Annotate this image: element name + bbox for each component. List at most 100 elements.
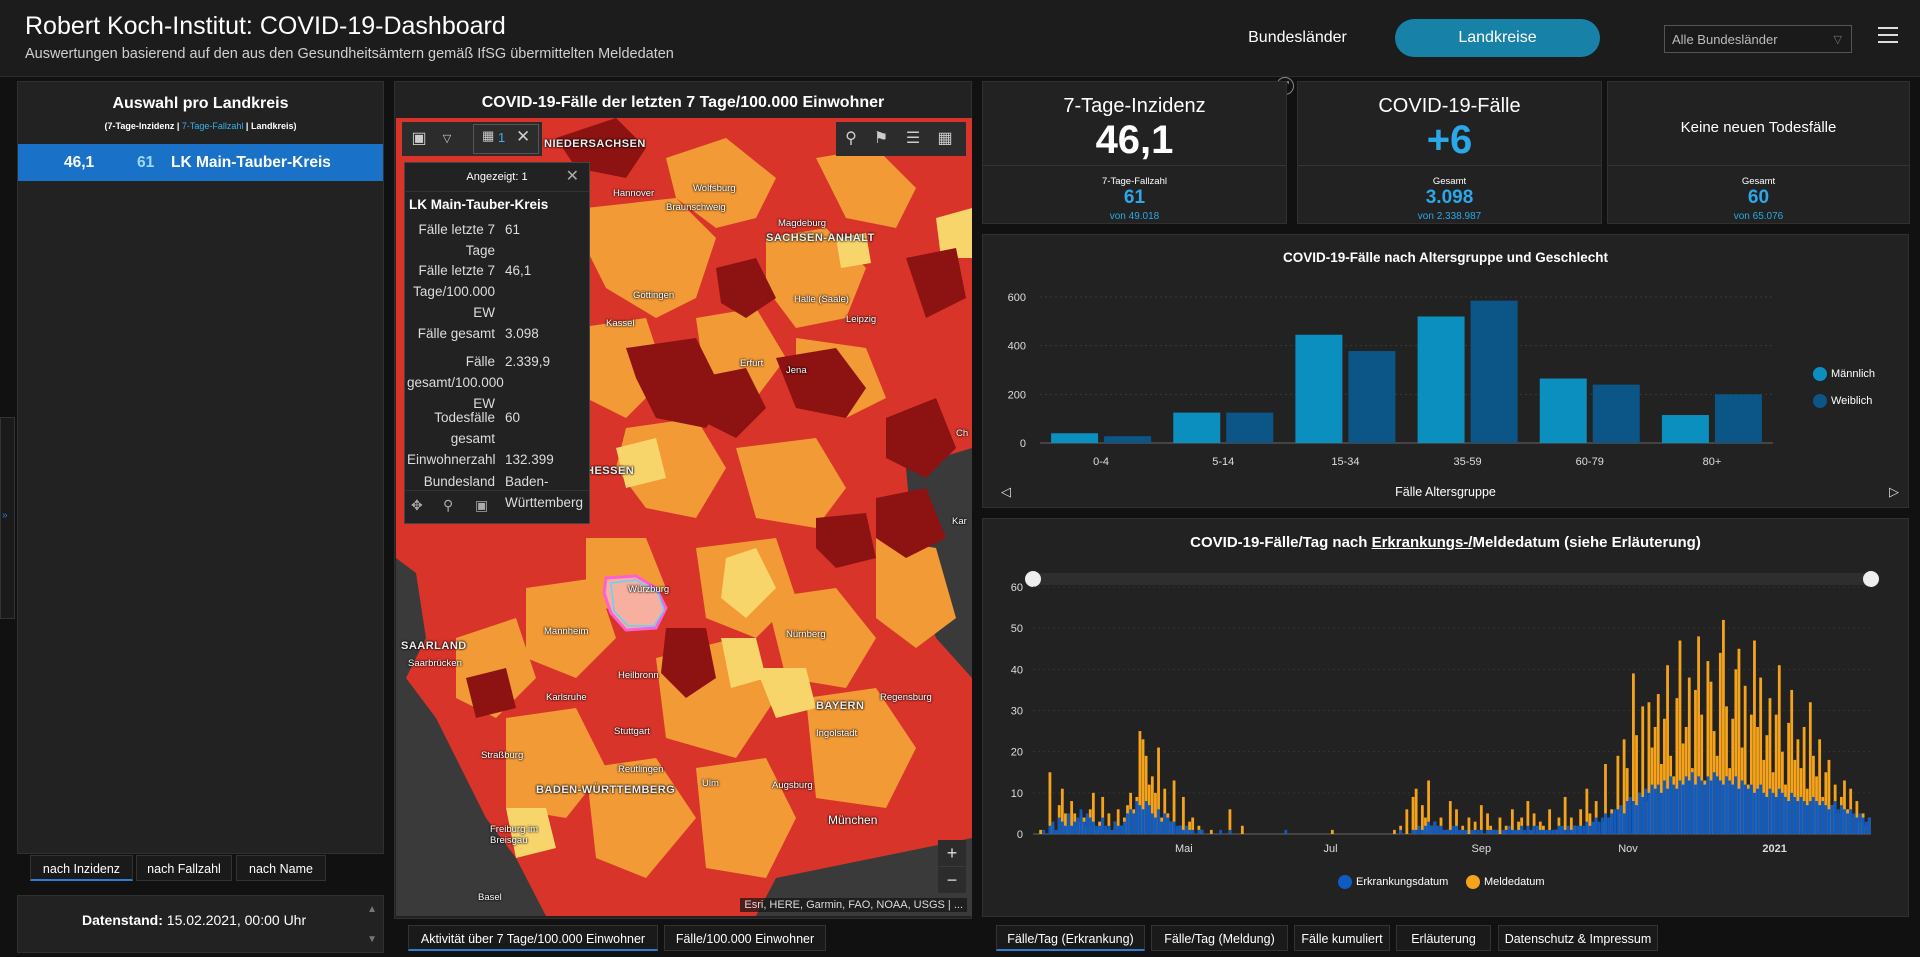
legend-swatch-erkrankung <box>1338 875 1352 889</box>
map-region <box>661 628 716 698</box>
chevron-right-icon[interactable]: ▷ <box>1889 484 1899 499</box>
tab-sort-incidence[interactable]: nach Inzidenz <box>30 855 133 881</box>
feature-popup: Angezeigt: 1 ✕ LK Main-Tauber-Kreis Fäll… <box>404 162 590 524</box>
bar-erkrankungsdatum <box>1501 829 1505 834</box>
bar-erkrankungsdatum <box>1476 829 1480 834</box>
stat-deaths-subof: von 65.076 <box>1733 211 1784 222</box>
stat-deaths-sublabel: Gesamt <box>1741 176 1776 187</box>
bar-meldedatum <box>1579 809 1583 834</box>
bar-erkrankungsdatum <box>1666 788 1669 834</box>
bar-erkrankungsdatum <box>1495 829 1499 834</box>
bar-erkrankungsdatum <box>1663 780 1666 834</box>
bar-meldedatum <box>1647 702 1651 834</box>
timeline-title-link[interactable]: Erkrankungs-/ <box>1371 534 1473 551</box>
bar-meldedatum <box>1796 739 1800 834</box>
bar-meldedatum <box>1725 706 1728 834</box>
bar-erkrankungsdatum <box>1625 801 1629 834</box>
chevron-left-icon[interactable]: ◁ <box>1001 484 1011 499</box>
map-neighbor-country <box>756 838 972 916</box>
scroll-down-icon[interactable]: ▼ <box>367 934 377 945</box>
popup-row-key: Bundesland <box>423 474 495 489</box>
bar-female <box>1348 351 1396 443</box>
bar-male <box>1661 415 1709 443</box>
divider <box>983 165 1286 166</box>
bar-erkrankungsdatum <box>1644 788 1648 834</box>
timeline-chart-panel: COVID-19-Fälle/Tag nach Erkrankungs-/Mel… <box>982 518 1909 917</box>
stat-incidence-subof: von 49.018 <box>1109 211 1160 222</box>
map-region <box>776 348 866 418</box>
y-tick-label: 200 <box>1008 389 1026 401</box>
bar-erkrankungsdatum <box>1473 829 1477 834</box>
nav-landkreise-button[interactable]: Landkreise <box>1395 19 1600 57</box>
tab-explanation[interactable]: Erläuterung <box>1396 925 1491 951</box>
choropleth-map[interactable]: NIEDERSACHSEN Hannover Wolfsburg Braunsc… <box>396 118 972 916</box>
bar-meldedatum <box>1585 788 1589 834</box>
bookmark-icon[interactable]: ⚑ <box>873 130 889 147</box>
app-subtitle: Auswertungen basierend auf den aus den G… <box>25 46 674 62</box>
chevron-down-icon[interactable]: ▽ <box>442 133 452 145</box>
map-selection-toolbar: ▣ ▽ ▦ 1 ✕ <box>402 122 542 156</box>
bar-meldedatum <box>1604 764 1607 834</box>
stat-incidence-value: 46,1 <box>1095 118 1174 162</box>
bar-erkrankungsdatum <box>1641 796 1645 834</box>
list-item-selected[interactable]: 46,1 61 LK Main-Tauber-Kreis <box>18 144 383 181</box>
x-tick-label: 15-34 <box>1331 456 1359 468</box>
bar-meldedatum <box>1632 673 1635 834</box>
selection-indicator[interactable]: ▦ 1 ✕ <box>473 124 539 154</box>
legend-swatch-female <box>1813 394 1827 408</box>
zoom-out-button[interactable]: − <box>938 867 966 893</box>
landkreis-panel-subtitle: (7-Tage-Inzidenz | 7-Tage-Fallzahl | Lan… <box>18 121 383 131</box>
map-label: Karlsruhe <box>546 692 587 703</box>
bundesland-select[interactable]: Alle Bundesländer ▽ <box>1664 25 1852 53</box>
close-icon[interactable]: ✕ <box>565 168 579 185</box>
tab-sort-name[interactable]: nach Name <box>236 855 326 881</box>
tab-sort-cases[interactable]: nach Fallzahl <box>136 855 232 881</box>
bar-erkrankungsdatum <box>1455 825 1458 834</box>
selection-count: 1 <box>498 130 506 145</box>
y-tick-label: 0 <box>1020 438 1026 450</box>
pan-to-icon[interactable]: ✥ <box>411 497 423 513</box>
bar-meldedatum <box>1107 813 1111 834</box>
basemap-gallery-icon[interactable]: ▦ <box>937 130 953 147</box>
bar-meldedatum <box>1818 739 1822 834</box>
bar-erkrankungsdatum <box>1802 801 1806 834</box>
map-label: HESSEN <box>586 465 635 477</box>
y-tick-label: 30 <box>1011 706 1023 718</box>
hamburger-menu-icon[interactable] <box>1878 27 1898 45</box>
bar-erkrankungsdatum <box>1613 809 1617 834</box>
bar-erkrankungsdatum <box>1079 809 1083 834</box>
side-collapse-tab[interactable]: » <box>0 417 15 619</box>
map-label: BAYERN <box>816 700 865 712</box>
bar-erkrankungsdatum <box>1150 813 1154 834</box>
bar-erkrankungsdatum <box>1110 829 1114 834</box>
search-icon[interactable]: ⚲ <box>845 130 857 147</box>
select-feature-icon[interactable]: ▣ <box>475 497 489 513</box>
map-neighbor-country <box>396 558 456 768</box>
tab-cases-cumulative[interactable]: Fälle kumuliert <box>1294 925 1390 951</box>
scroll-up-icon[interactable]: ▲ <box>367 904 377 915</box>
tab-map-cases-per-100k[interactable]: Fälle/100.000 Einwohner <box>664 925 826 951</box>
bar-erkrankungsdatum <box>1535 825 1539 834</box>
layer-list-icon[interactable]: ☰ <box>905 130 921 147</box>
tab-privacy-imprint[interactable]: Datenschutz & Impressum <box>1498 925 1658 951</box>
bar-erkrankungsdatum <box>1808 801 1812 834</box>
tab-map-activity[interactable]: Aktivität über 7 Tage/100.000 Einwohner <box>408 925 658 951</box>
bar-erkrankungsdatum <box>1284 829 1288 834</box>
zoom-in-button[interactable]: + <box>938 840 966 866</box>
bar-erkrankungsdatum <box>1694 784 1697 834</box>
tab-cases-per-day-onset[interactable]: Fälle/Tag (Erkrankung) <box>996 925 1145 951</box>
stat-deaths-subvalue: 60 <box>1747 187 1770 208</box>
nav-bundeslaender-button[interactable]: Bundesländer <box>1248 29 1347 46</box>
bar-erkrankungsdatum <box>1827 809 1831 834</box>
bar-erkrankungsdatum <box>1591 821 1595 834</box>
map-region <box>696 758 796 878</box>
bar-erkrankungsdatum <box>1858 813 1862 834</box>
bar-erkrankungsdatum <box>1815 801 1818 834</box>
tab-cases-per-day-report[interactable]: Fälle/Tag (Meldung) <box>1151 925 1288 951</box>
bar-erkrankungsdatum <box>1144 801 1148 834</box>
zoom-to-icon[interactable]: ⚲ <box>443 497 454 513</box>
bar-meldedatum <box>1101 796 1105 834</box>
bar-female <box>1226 412 1274 443</box>
select-tool-icon[interactable]: ▣ <box>411 130 427 147</box>
clear-selection-icon[interactable]: ✕ <box>516 127 531 146</box>
